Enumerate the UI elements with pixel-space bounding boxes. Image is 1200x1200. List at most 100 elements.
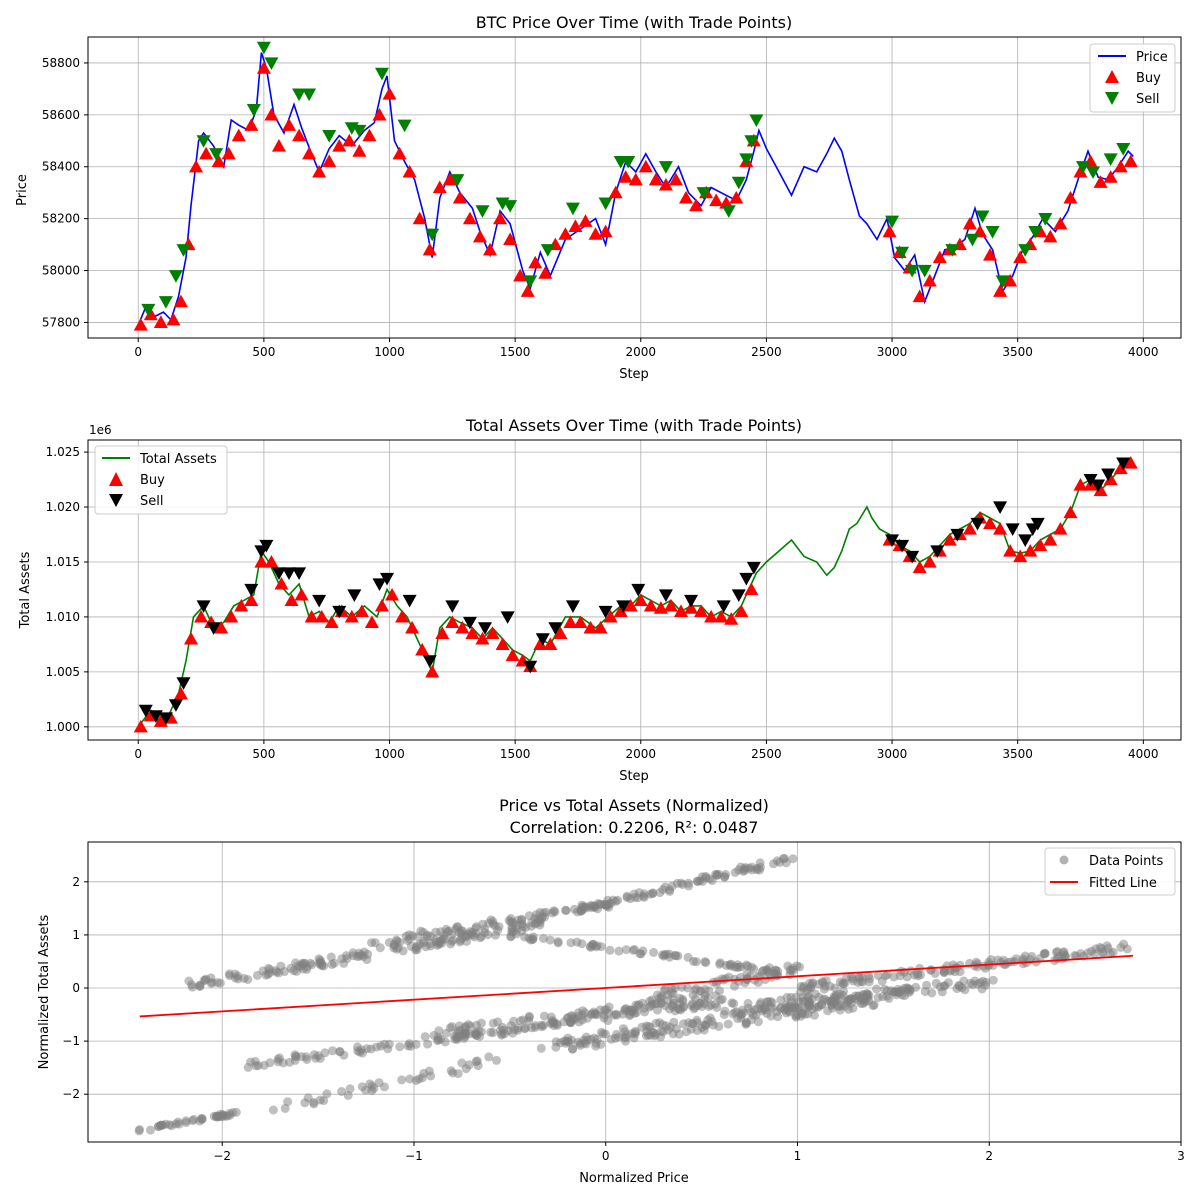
sell-marker bbox=[1018, 244, 1033, 257]
sell-marker bbox=[995, 275, 1010, 288]
scatter-chart-legend: Data Points Fitted Line bbox=[1044, 847, 1176, 896]
data-point bbox=[796, 981, 806, 991]
data-point bbox=[589, 1007, 599, 1017]
buy-marker bbox=[1103, 472, 1118, 486]
data-point bbox=[952, 963, 962, 973]
sell-marker bbox=[749, 114, 764, 128]
data-point bbox=[658, 885, 668, 895]
legend-box bbox=[1044, 847, 1176, 896]
data-point bbox=[423, 1039, 433, 1049]
data-point bbox=[630, 1029, 640, 1039]
legend-sell-marker bbox=[1105, 92, 1119, 105]
data-point bbox=[592, 941, 602, 951]
data-point bbox=[715, 959, 725, 969]
scatter-tick-label-x: 3 bbox=[1177, 1149, 1185, 1163]
sell-marker bbox=[256, 41, 271, 55]
buy-marker bbox=[402, 164, 417, 178]
assets-chart-legend: Total Assets Buy Sell bbox=[94, 445, 228, 515]
data-point bbox=[372, 1042, 381, 1052]
buy-marker bbox=[993, 522, 1008, 535]
data-point bbox=[658, 1027, 668, 1037]
assets-tick-label-x: 2500 bbox=[751, 747, 782, 761]
data-point bbox=[829, 999, 839, 1008]
sell-marker bbox=[302, 88, 317, 102]
sell-marker bbox=[422, 655, 437, 668]
data-point bbox=[167, 1121, 176, 1131]
data-point bbox=[328, 1046, 338, 1056]
buy-marker bbox=[1123, 154, 1138, 168]
data-point bbox=[679, 1001, 689, 1011]
data-point bbox=[517, 914, 527, 924]
scatter-chart-title: Price vs Total Assets (Normalized) bbox=[499, 796, 769, 815]
sell-marker bbox=[905, 264, 920, 278]
sell-marker bbox=[696, 187, 711, 200]
sell-marker bbox=[246, 104, 261, 117]
scatter-tick-label-y: 0 bbox=[72, 981, 80, 995]
buy-marker bbox=[983, 247, 998, 261]
price-chart-xlabel: Step bbox=[619, 367, 649, 382]
data-point bbox=[806, 982, 816, 992]
buy-marker bbox=[322, 154, 337, 168]
data-point bbox=[207, 978, 217, 987]
assets-tick-label-y: 1.010 bbox=[46, 610, 80, 624]
buy-marker bbox=[264, 107, 279, 121]
data-point bbox=[527, 1023, 537, 1033]
sell-marker bbox=[945, 244, 960, 257]
buy-marker bbox=[312, 164, 327, 178]
assets-tick-label-x: 3000 bbox=[877, 747, 908, 761]
data-point bbox=[683, 983, 693, 993]
buy-marker bbox=[1113, 461, 1128, 475]
data-point bbox=[939, 968, 949, 978]
buy-marker bbox=[658, 177, 673, 191]
sell-marker bbox=[168, 699, 183, 712]
data-point bbox=[788, 854, 798, 864]
data-point bbox=[693, 877, 703, 886]
price-chart-title: BTC Price Over Time (with Trade Points) bbox=[476, 13, 792, 32]
data-point bbox=[538, 934, 548, 943]
sell-marker bbox=[264, 57, 279, 70]
data-point bbox=[329, 958, 339, 968]
sell-marker bbox=[540, 244, 555, 257]
data-point bbox=[700, 957, 710, 967]
sell-marker bbox=[475, 205, 490, 218]
data-point bbox=[746, 1015, 756, 1025]
data-point bbox=[628, 945, 638, 955]
data-point bbox=[577, 939, 587, 949]
buy-marker bbox=[1003, 273, 1018, 287]
buy-marker bbox=[244, 593, 259, 607]
data-point bbox=[521, 923, 531, 932]
sell-marker bbox=[292, 88, 307, 102]
sell-marker bbox=[631, 583, 646, 597]
buy-marker bbox=[648, 172, 663, 186]
data-point bbox=[273, 1054, 283, 1064]
buy-marker bbox=[628, 172, 643, 186]
sell-marker bbox=[993, 501, 1008, 515]
data-point bbox=[195, 980, 205, 990]
data-point bbox=[343, 1090, 353, 1100]
assets-chart-panel: Total Assets Over Time (with Trade Point… bbox=[18, 416, 1182, 784]
legend-buy-marker bbox=[1105, 70, 1119, 83]
buy-marker bbox=[912, 289, 927, 303]
buy-marker bbox=[485, 626, 500, 640]
data-point bbox=[639, 892, 649, 902]
buy-marker bbox=[352, 144, 367, 157]
scatter-chart-subtitle: Correlation: 0.2206, R²: 0.0487 bbox=[510, 818, 759, 837]
buy-marker bbox=[395, 609, 410, 623]
data-point bbox=[302, 1055, 312, 1064]
sell-marker bbox=[621, 155, 636, 169]
data-point bbox=[973, 979, 982, 989]
sell-marker bbox=[158, 296, 173, 309]
data-point bbox=[380, 1039, 390, 1049]
assets-offset-label: 1e6 bbox=[89, 423, 112, 437]
data-point bbox=[476, 1018, 486, 1028]
buy-marker bbox=[462, 211, 477, 225]
sell-marker bbox=[292, 567, 307, 580]
assets-tick-label-y: 1.000 bbox=[46, 720, 80, 734]
buy-marker bbox=[342, 133, 357, 147]
buy-marker bbox=[173, 294, 188, 308]
assets-tick-label-y: 1.015 bbox=[46, 555, 80, 569]
scatter-chart-frame bbox=[87, 841, 1182, 1143]
data-point bbox=[337, 1087, 347, 1096]
data-point bbox=[181, 1116, 191, 1126]
data-point bbox=[445, 1023, 455, 1033]
